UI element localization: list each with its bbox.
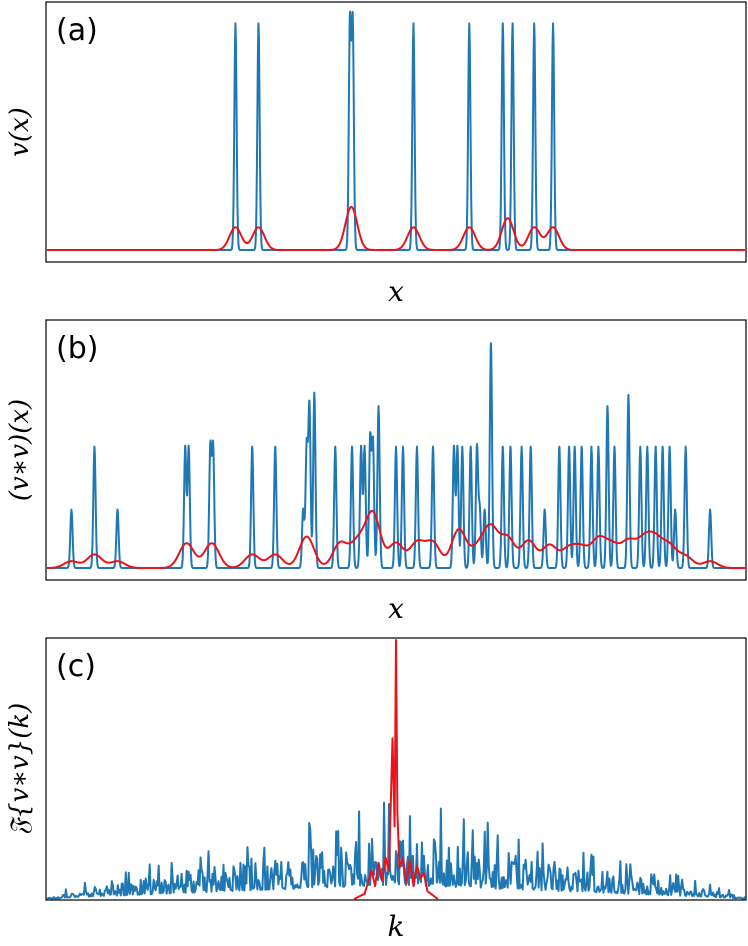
panel-b: (b) (v∗v)(x) x (5, 319, 747, 625)
panel-a-plot-area (46, 10, 746, 251)
panel-a-y-axis-label: v(x) (5, 107, 35, 157)
panel-b-label: (b) (56, 331, 98, 366)
panel-a-label: (a) (56, 13, 98, 48)
panel-c-series-smoothed-transform (353, 639, 439, 900)
panel-b-y-axis-label: (v∗v)(x) (5, 399, 35, 501)
panel-a-series-smoothed (46, 205, 746, 251)
panel-a-series-fine (46, 10, 746, 251)
panel-c-plot-area (46, 639, 746, 900)
panel-a-frame (45, 1, 747, 263)
panel-c-y-axis-label: 𝔉{v∗v}(k) (5, 703, 35, 836)
panel-c-label: (c) (56, 649, 96, 684)
panel-b-series-fine (46, 342, 746, 569)
panel-b-plot-area (46, 342, 746, 569)
panel-c: (c) 𝔉{v∗v}(k) k (5, 637, 747, 943)
panel-c-series-transform (46, 801, 746, 900)
panel-b-x-axis-label: x (388, 592, 404, 625)
panel-b-frame (45, 319, 747, 581)
panel-c-x-axis-label: k (388, 910, 405, 943)
panel-a-x-axis-label: x (388, 275, 404, 308)
panel-c-frame (45, 637, 747, 901)
panel-b-series-smoothed (46, 509, 746, 569)
panel-a: (a) v(x) x (5, 1, 747, 308)
